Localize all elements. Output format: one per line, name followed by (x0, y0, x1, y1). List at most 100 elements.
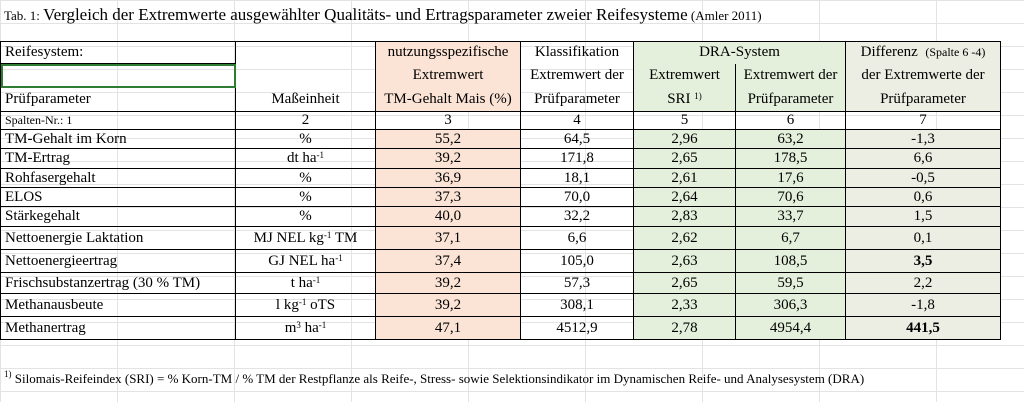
row-param[interactable]: Rohfasergehalt (0, 168, 236, 188)
row-value-col3[interactable]: 40,0 (375, 206, 521, 227)
row-param[interactable]: Stärkegehalt (0, 206, 236, 227)
row-value-col3[interactable]: 39,2 (375, 148, 521, 169)
row-unit[interactable]: % (235, 168, 376, 188)
row-value-col4[interactable]: 70,0 (520, 187, 634, 207)
row-value-col4[interactable]: 6,6 (520, 226, 634, 250)
row-unit[interactable]: t ha-1 (235, 272, 376, 294)
header-der-extremwerte[interactable]: der Extremwerte der (845, 63, 1001, 88)
row-value-col4[interactable]: 64,5 (520, 129, 634, 149)
row-value-col5[interactable]: 2,62 (633, 226, 736, 250)
row-value-col4[interactable]: 4512,9 (520, 316, 634, 340)
row-unit[interactable]: GJ NEL ha-1 (235, 249, 376, 273)
row-value-col6[interactable]: 178,5 (735, 148, 846, 169)
row-value-col7[interactable]: -1,3 (845, 129, 1001, 149)
row-value-col7[interactable]: 0,6 (845, 187, 1001, 207)
row-value-col3[interactable]: 36,9 (375, 168, 521, 188)
row-unit[interactable]: % (235, 187, 376, 207)
header-dra-system[interactable]: DRA-System (633, 41, 846, 64)
col-number-4[interactable]: 4 (520, 111, 634, 130)
row-value-col3[interactable]: 39,2 (375, 272, 521, 294)
header-empty-c2b[interactable] (235, 63, 376, 88)
row-value-col3[interactable]: 39,2 (375, 293, 521, 317)
row-value-col5[interactable]: 2,61 (633, 168, 736, 188)
row-value-col5[interactable]: 2,65 (633, 272, 736, 294)
row-param[interactable]: Methanertrag (0, 316, 236, 340)
row-value-col4[interactable]: 57,3 (520, 272, 634, 294)
row-value-col6[interactable]: 306,3 (735, 293, 846, 317)
header-pruefparameter-c6[interactable]: Prüfparameter (735, 87, 846, 112)
row-param[interactable]: Frischsubstanzertrag (30 % TM) (0, 272, 236, 294)
row-value-col7[interactable]: 3,5 (845, 249, 1001, 273)
row-value-col5[interactable]: 2,64 (633, 187, 736, 207)
row-value-col5[interactable]: 2,33 (633, 293, 736, 317)
row-value-col3[interactable]: 55,2 (375, 129, 521, 149)
header-klassifikation[interactable]: Klassifikation (520, 41, 634, 64)
row-value-col3[interactable]: 37,1 (375, 226, 521, 250)
spalten-nr-label[interactable]: Spalten-Nr.: 1 (0, 111, 236, 130)
title-prefix: Tab. 1: (4, 8, 44, 23)
col-number-5[interactable]: 5 (633, 111, 736, 130)
row-value-col6[interactable]: 33,7 (735, 206, 846, 227)
header-reifesystem[interactable]: Reifesystem: (0, 41, 236, 64)
col-number-2[interactable]: 2 (235, 111, 376, 130)
header-extremwert-c3[interactable]: Extremwert (375, 63, 521, 88)
row-value-col7[interactable]: 6,6 (845, 148, 1001, 169)
row-value-col5[interactable]: 2,63 (633, 249, 736, 273)
row-value-col4[interactable]: 105,0 (520, 249, 634, 273)
row-value-col5[interactable]: 2,96 (633, 129, 736, 149)
row-unit[interactable]: dt ha-1 (235, 148, 376, 169)
row-unit[interactable]: m3 ha-1 (235, 316, 376, 340)
row-value-col6[interactable]: 70,6 (735, 187, 846, 207)
row-param[interactable]: Nettoenergieertrag (0, 249, 236, 273)
row-value-col6[interactable]: 6,7 (735, 226, 846, 250)
header-sri[interactable]: SRI 1) (633, 87, 736, 112)
row-param[interactable]: TM-Ertrag (0, 148, 236, 169)
header-differenz[interactable]: Differenz (Spalte 6 -4) (845, 41, 1001, 64)
row-value-col6[interactable]: 108,5 (735, 249, 846, 273)
row-unit[interactable]: % (235, 206, 376, 227)
row-param[interactable]: TM-Gehalt im Korn (0, 129, 236, 149)
row-value-col5[interactable]: 2,78 (633, 316, 736, 340)
selected-cell[interactable] (0, 63, 236, 88)
footnote-marker: 1) (4, 369, 12, 379)
row-value-col7[interactable]: 1,5 (845, 206, 1001, 227)
row-value-col6[interactable]: 63,2 (735, 129, 846, 149)
row-value-col6[interactable]: 4954,4 (735, 316, 846, 340)
header-pruefparameter-c7[interactable]: Prüfparameter (845, 87, 1001, 112)
row-value-col7[interactable]: -0,5 (845, 168, 1001, 188)
col-number-6[interactable]: 6 (735, 111, 846, 130)
header-empty-c2[interactable] (235, 41, 376, 64)
row-value-col5[interactable]: 2,83 (633, 206, 736, 227)
row-value-col7[interactable]: 441,5 (845, 316, 1001, 340)
row-value-col6[interactable]: 17,6 (735, 168, 846, 188)
row-value-col7[interactable]: 0,1 (845, 226, 1001, 250)
row-value-col6[interactable]: 59,5 (735, 272, 846, 294)
header-nutzungsspezifische[interactable]: nutzungsspezifische (375, 41, 521, 64)
col-number-3[interactable]: 3 (375, 111, 521, 130)
header-tm-gehalt-mais[interactable]: TM-Gehalt Mais (%) (375, 87, 521, 112)
unit-base: % (299, 208, 312, 224)
row-value-col3[interactable]: 37,4 (375, 249, 521, 273)
row-value-col3[interactable]: 47,1 (375, 316, 521, 340)
row-value-col4[interactable]: 308,1 (520, 293, 634, 317)
row-unit[interactable]: MJ NEL kg-1 TM (235, 226, 376, 250)
header-extremwert-der-c6[interactable]: Extremwert der (735, 63, 846, 88)
row-param[interactable]: ELOS (0, 187, 236, 207)
header-extremwert-c5[interactable]: Extremwert (633, 63, 736, 88)
row-value-col4[interactable]: 171,8 (520, 148, 634, 169)
row-unit[interactable]: l kg-1 oTS (235, 293, 376, 317)
row-value-col4[interactable]: 18,1 (520, 168, 634, 188)
row-param[interactable]: Nettoenergie Laktation (0, 226, 236, 250)
header-pruefparameter[interactable]: Prüfparameter (0, 87, 236, 112)
row-value-col4[interactable]: 32,2 (520, 206, 634, 227)
row-value-col5[interactable]: 2,65 (633, 148, 736, 169)
header-masseinheit[interactable]: Maßeinheit (235, 87, 376, 112)
row-value-col7[interactable]: 2,2 (845, 272, 1001, 294)
row-unit[interactable]: % (235, 129, 376, 149)
header-extremwert-der-c4[interactable]: Extremwert der (520, 63, 634, 88)
row-param[interactable]: Methanausbeute (0, 293, 236, 317)
row-value-col3[interactable]: 37,3 (375, 187, 521, 207)
row-value-col7[interactable]: -1,8 (845, 293, 1001, 317)
col-number-7[interactable]: 7 (845, 111, 1001, 130)
header-pruefparameter-c4[interactable]: Prüfparameter (520, 87, 634, 112)
